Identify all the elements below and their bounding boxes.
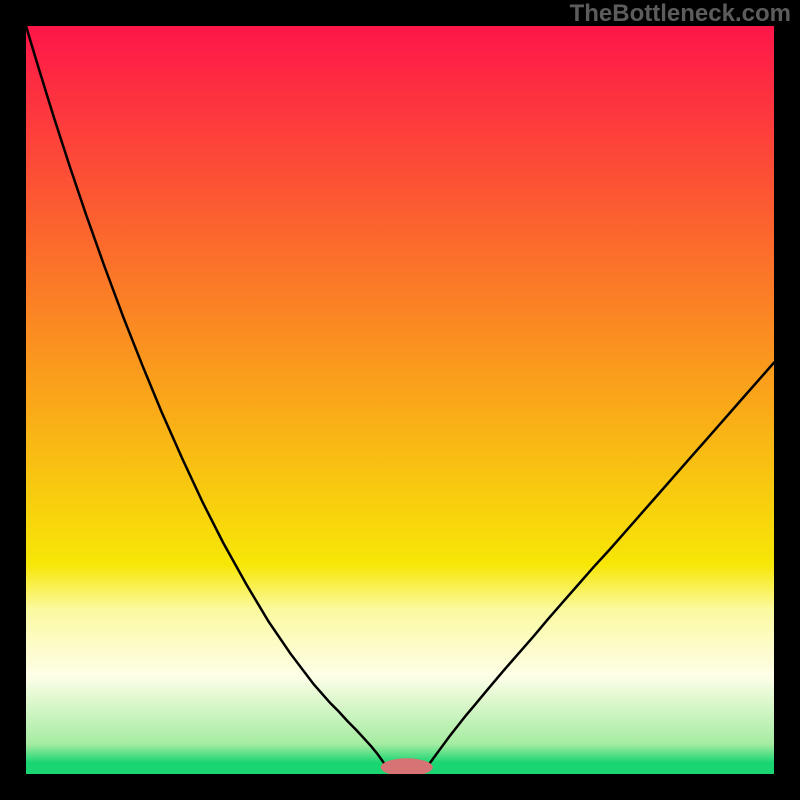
minimum-marker [381,758,433,774]
plot-area [26,26,774,774]
curve-left [26,26,386,767]
watermark-text: TheBottleneck.com [570,0,791,28]
curves-layer [26,26,774,774]
curve-right [427,363,774,767]
